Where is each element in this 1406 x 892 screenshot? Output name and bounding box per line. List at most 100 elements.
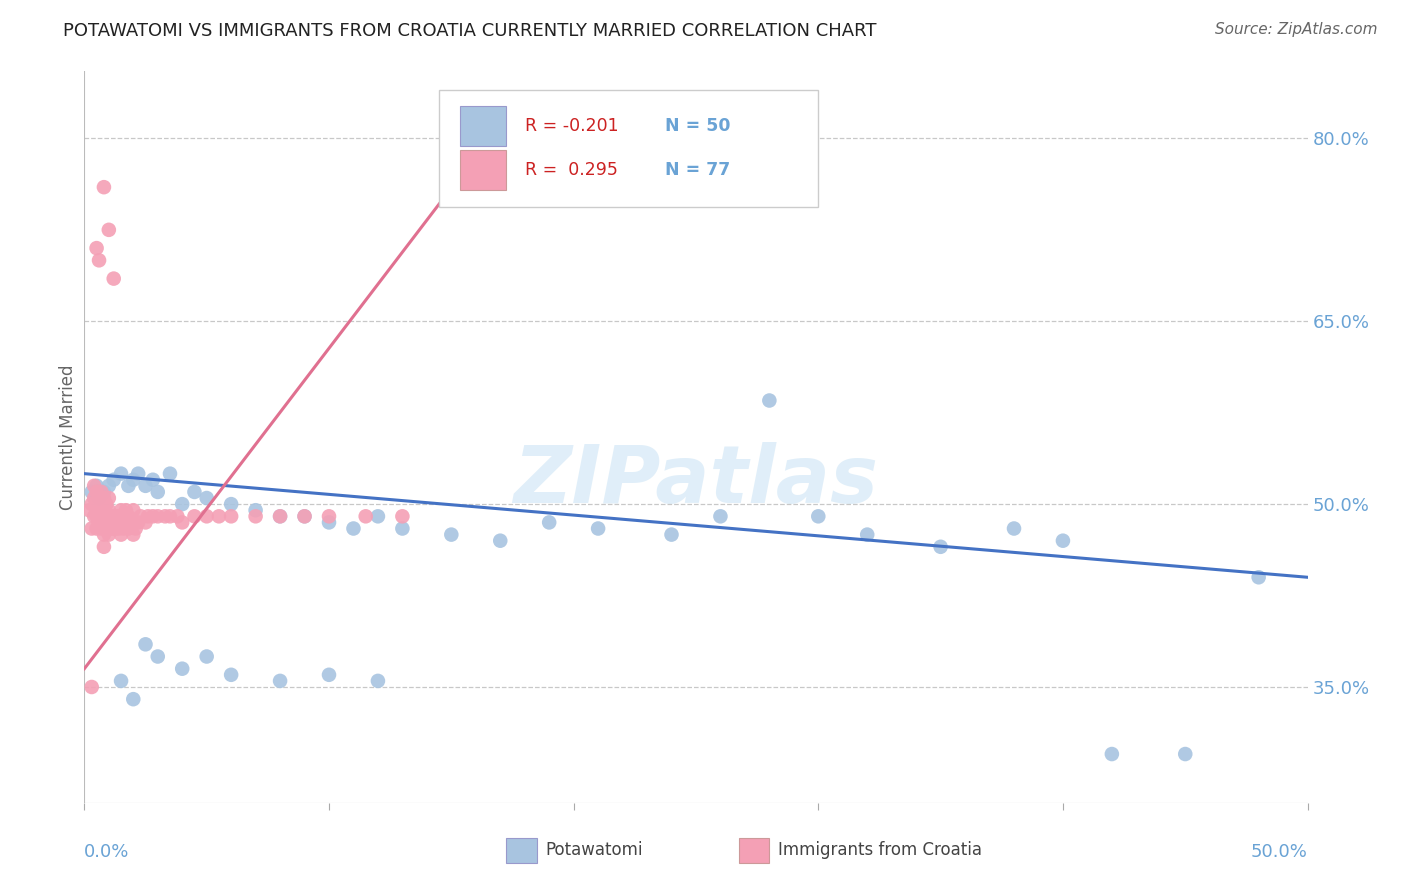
Text: R =  0.295: R = 0.295: [524, 161, 617, 179]
Point: [110, 527, 132, 541]
Point: [122, 692, 145, 706]
Point: [159, 467, 181, 481]
Point: [110, 467, 132, 481]
Point: [136, 509, 159, 524]
FancyBboxPatch shape: [506, 838, 537, 863]
Point: [107, 521, 129, 535]
Point: [219, 667, 242, 682]
Point: [93, 527, 115, 541]
Point: [294, 509, 316, 524]
Point: [354, 509, 377, 524]
Point: [117, 479, 139, 493]
Point: [86, 509, 108, 524]
Point: [83, 479, 105, 493]
Point: [269, 509, 291, 524]
Point: [146, 509, 169, 524]
Point: [83, 491, 105, 505]
Text: R = -0.201: R = -0.201: [524, 117, 619, 136]
Point: [77, 503, 100, 517]
Point: [172, 662, 194, 676]
Text: 0.0%: 0.0%: [84, 843, 129, 861]
Point: [103, 271, 125, 285]
Point: [1052, 533, 1074, 548]
Point: [93, 516, 115, 530]
Point: [97, 527, 120, 541]
Point: [110, 516, 132, 530]
Point: [90, 509, 112, 524]
FancyBboxPatch shape: [439, 90, 818, 207]
Point: [80, 497, 103, 511]
Point: [103, 473, 125, 487]
Point: [97, 503, 120, 517]
Point: [86, 485, 108, 500]
Point: [112, 509, 135, 524]
Point: [86, 497, 108, 511]
Point: [183, 485, 205, 500]
Point: [86, 479, 108, 493]
Point: [318, 516, 340, 530]
Point: [117, 521, 139, 535]
Point: [110, 503, 132, 517]
Point: [929, 540, 952, 554]
Point: [90, 497, 112, 511]
Point: [391, 509, 413, 524]
Point: [87, 491, 110, 505]
Point: [269, 509, 291, 524]
Point: [122, 516, 145, 530]
Point: [122, 473, 145, 487]
Point: [120, 516, 142, 530]
Point: [142, 509, 165, 524]
Point: [172, 497, 194, 511]
Point: [135, 479, 157, 493]
Text: N = 77: N = 77: [665, 161, 731, 179]
Point: [367, 509, 389, 524]
Point: [83, 509, 105, 524]
Point: [195, 491, 218, 505]
Text: POTAWATOMI VS IMMIGRANTS FROM CROATIA CURRENTLY MARRIED CORRELATION CHART: POTAWATOMI VS IMMIGRANTS FROM CROATIA CU…: [63, 22, 877, 40]
Point: [440, 527, 463, 541]
Text: Immigrants from Croatia: Immigrants from Croatia: [778, 841, 981, 859]
Point: [758, 393, 780, 408]
Text: 50.0%: 50.0%: [1251, 843, 1308, 861]
Point: [86, 521, 108, 535]
Point: [153, 509, 176, 524]
Point: [105, 521, 128, 535]
Point: [115, 503, 138, 517]
Point: [318, 509, 340, 524]
Point: [195, 509, 218, 524]
Point: [97, 479, 120, 493]
Point: [93, 503, 115, 517]
Point: [93, 180, 115, 194]
Point: [103, 521, 125, 535]
Point: [107, 509, 129, 524]
Point: [159, 509, 181, 524]
Point: [219, 497, 242, 511]
Point: [96, 521, 118, 535]
Point: [87, 253, 110, 268]
Point: [86, 241, 108, 255]
Point: [856, 527, 879, 541]
Point: [208, 509, 231, 524]
Point: [96, 497, 118, 511]
Point: [80, 680, 103, 694]
Point: [586, 521, 609, 535]
Point: [146, 485, 169, 500]
Point: [294, 509, 316, 524]
Point: [367, 673, 389, 688]
Point: [661, 527, 683, 541]
Point: [1101, 747, 1123, 761]
Point: [115, 516, 138, 530]
Point: [93, 491, 115, 505]
Point: [80, 521, 103, 535]
Point: [110, 673, 132, 688]
Point: [80, 485, 103, 500]
Point: [142, 473, 165, 487]
Point: [538, 516, 561, 530]
Point: [489, 533, 512, 548]
Point: [135, 637, 157, 651]
Point: [1247, 570, 1270, 584]
Point: [90, 521, 112, 535]
Point: [100, 521, 122, 535]
Point: [146, 649, 169, 664]
Y-axis label: Currently Married: Currently Married: [59, 364, 77, 510]
